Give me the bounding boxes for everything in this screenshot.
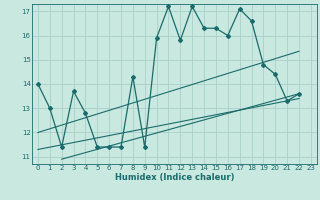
X-axis label: Humidex (Indice chaleur): Humidex (Indice chaleur) [115, 173, 234, 182]
